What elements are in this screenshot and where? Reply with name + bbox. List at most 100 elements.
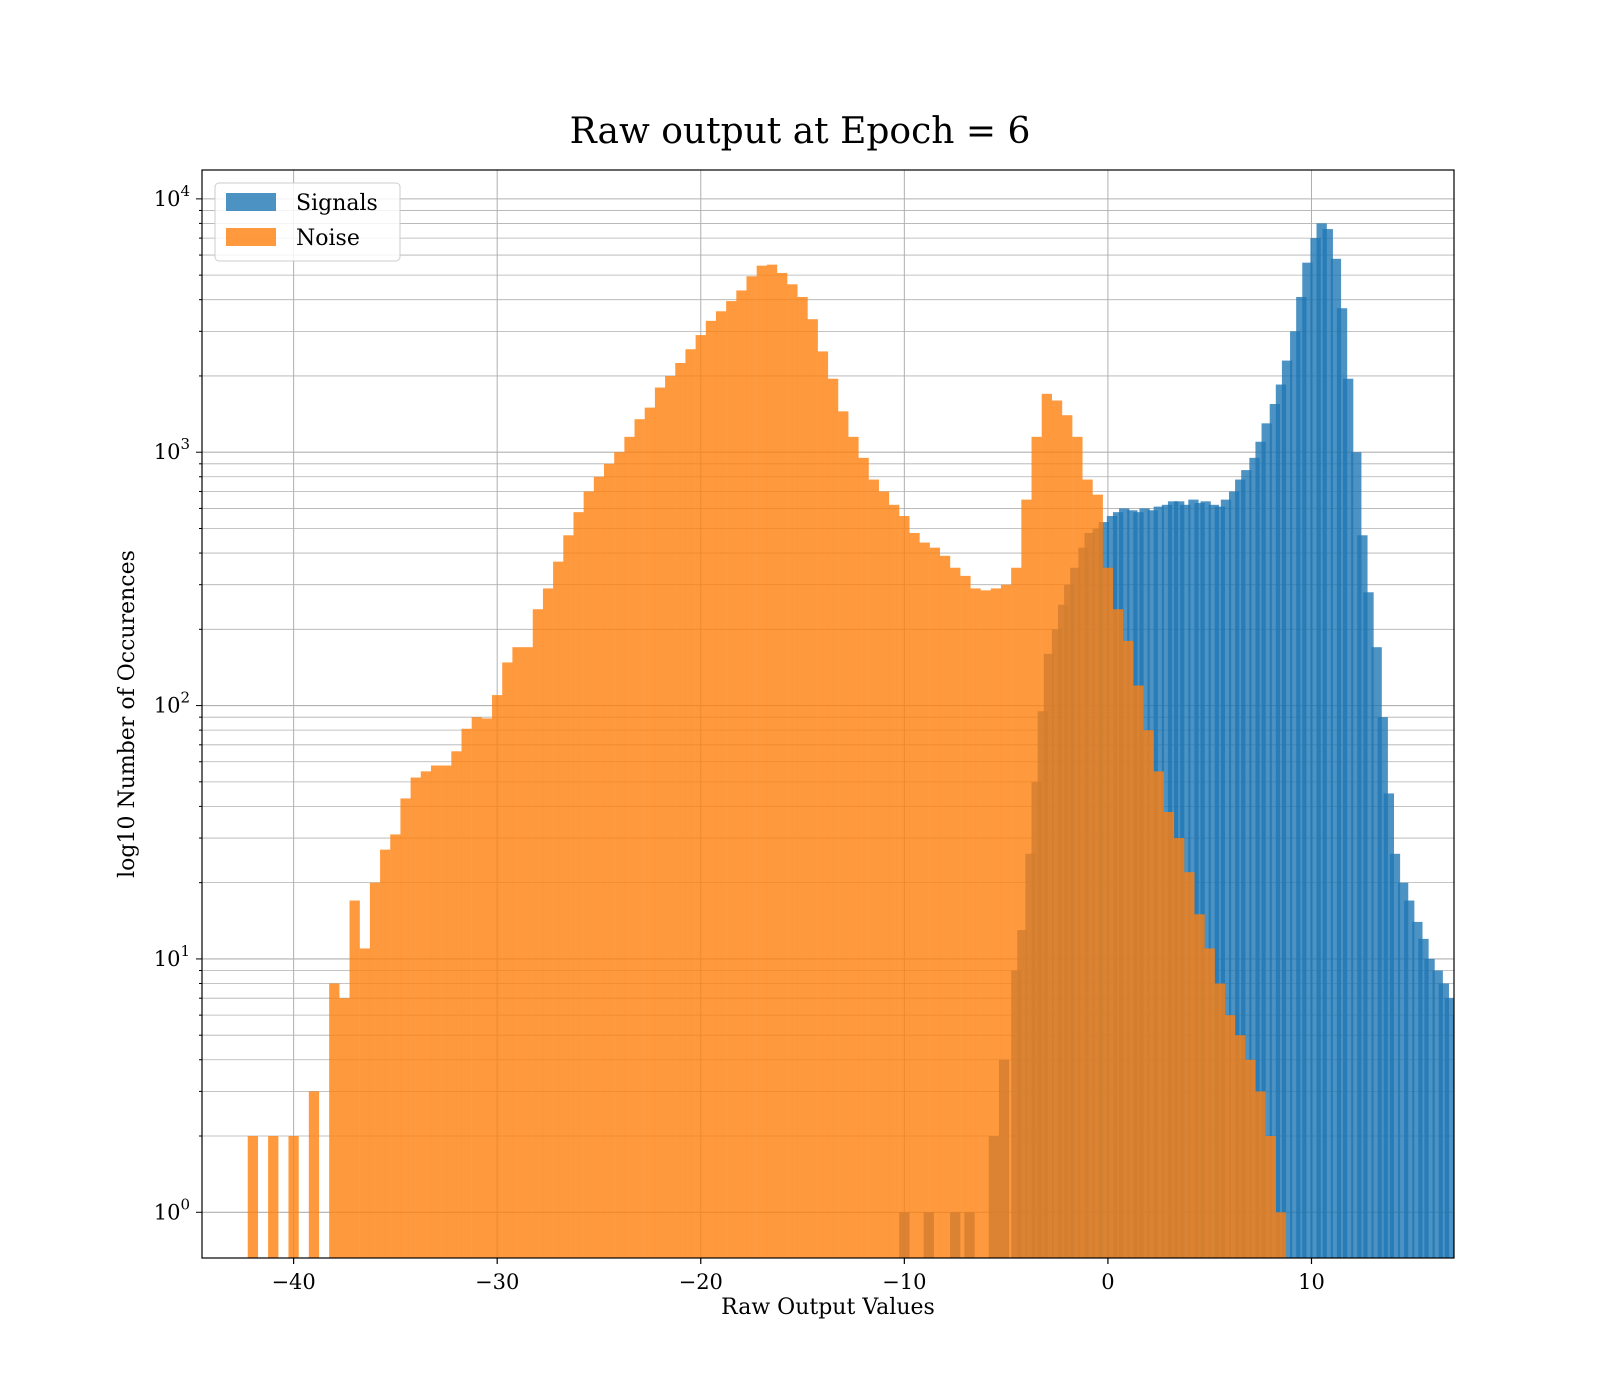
legend-swatch-noise [226, 228, 276, 246]
bar-signals [1255, 441, 1266, 1258]
x-tick-label: 0 [1101, 1270, 1114, 1294]
bar-noise [1133, 685, 1144, 1258]
bar-signals [1296, 296, 1307, 1259]
bar-noise [390, 834, 401, 1258]
bar-noise [909, 532, 920, 1258]
bar-signals [1281, 360, 1293, 1258]
bar-noise [1163, 812, 1175, 1258]
bar-noise [461, 728, 472, 1258]
bar-noise [268, 1136, 279, 1258]
bar-noise [1082, 479, 1093, 1258]
bar-noise [1031, 436, 1042, 1259]
bar-signals [1249, 457, 1260, 1258]
bar-noise [756, 265, 767, 1258]
bar-signals [1412, 921, 1423, 1258]
plot-frame [201, 169, 1455, 1259]
legend-label-noise: Noise [296, 226, 360, 251]
series-noise [247, 264, 1287, 1259]
bar-noise [1174, 838, 1185, 1258]
bar-signals [1377, 717, 1388, 1258]
bar-signals [1235, 479, 1246, 1258]
bar-noise [1000, 584, 1012, 1258]
bar-noise [848, 436, 859, 1259]
x-axis-ticks: −40 −30 −20 −10 0 10 [271, 1258, 1325, 1294]
bar-noise [634, 419, 645, 1258]
bar-signals [1363, 592, 1374, 1258]
bar-noise [1021, 499, 1032, 1259]
bar-noise [787, 284, 798, 1258]
y-tick-label: 100 [154, 1195, 190, 1224]
bar-noise [400, 798, 411, 1258]
x-tick-label: −40 [271, 1270, 315, 1294]
bar-signals [1424, 958, 1435, 1258]
bar-signals [1397, 882, 1409, 1258]
bar-noise [471, 717, 482, 1258]
bar-noise [593, 476, 605, 1258]
bar-signals [1316, 223, 1327, 1258]
bar-noise [420, 771, 432, 1258]
bar-noise [410, 777, 421, 1258]
bar-noise [950, 567, 961, 1258]
y-axis-label: log10 Number of Occurences [115, 550, 140, 878]
bar-signals [1432, 970, 1443, 1258]
bar-signals [1371, 647, 1382, 1258]
bar-noise [553, 561, 564, 1258]
bar-noise [980, 590, 991, 1258]
bar-noise [960, 575, 971, 1258]
bar-noise [766, 264, 778, 1259]
bar-noise [726, 301, 737, 1258]
bar-noise [1112, 609, 1124, 1258]
bar-noise [746, 276, 757, 1258]
bar-noise [359, 948, 371, 1258]
bar-noise [329, 983, 340, 1258]
bar-signals [1389, 853, 1401, 1258]
y-tick-label: 103 [154, 435, 190, 464]
bar-signals [1351, 452, 1362, 1258]
bar-noise [1011, 567, 1022, 1258]
bar-signals [1228, 491, 1240, 1258]
bar-signals [1194, 503, 1205, 1259]
bar-noise [563, 535, 574, 1258]
bar-noise [929, 547, 941, 1258]
bar-noise [573, 512, 584, 1258]
x-tick-label: −20 [679, 1270, 723, 1294]
bar-noise [817, 351, 829, 1259]
bar-noise [827, 378, 839, 1258]
bar-noise [1265, 1136, 1276, 1258]
bar-noise [624, 436, 635, 1259]
bar-noise [705, 320, 717, 1258]
x-tick-label: −30 [475, 1270, 519, 1294]
bar-signals [1269, 404, 1281, 1258]
bar-signals [1290, 331, 1301, 1258]
legend-swatch-signals [226, 193, 276, 211]
bar-noise [838, 411, 849, 1259]
bar-noise [522, 647, 533, 1258]
bar-signals [1208, 504, 1219, 1258]
chart-title: Raw output at Epoch = 6 [570, 111, 1031, 152]
bar-noise [868, 479, 879, 1258]
bar-noise [288, 1136, 299, 1258]
bar-signals [1261, 423, 1272, 1258]
bar-noise [1123, 640, 1134, 1258]
y-tick-label: 104 [154, 182, 190, 211]
bar-signals [1357, 535, 1368, 1258]
y-tick-label: 101 [154, 942, 190, 971]
bar-noise [970, 588, 981, 1258]
bar-noise [308, 1091, 320, 1258]
bar-noise [1143, 730, 1154, 1258]
bar-noise [1051, 400, 1063, 1258]
bar-signals [1310, 238, 1321, 1259]
bar-noise [1062, 415, 1073, 1258]
bar-noise [654, 387, 666, 1259]
bar-noise [878, 491, 890, 1258]
bar-noise [1194, 914, 1205, 1258]
bar-noise [1184, 872, 1195, 1258]
bar-signals [1404, 900, 1415, 1258]
bar-noise [665, 375, 676, 1258]
y-axis-ticks: 100 101 102 103 104 [154, 182, 202, 1224]
bars [247, 223, 1454, 1259]
bar-noise [1041, 393, 1052, 1258]
bar-signals [1418, 938, 1429, 1258]
bar-noise [797, 296, 808, 1259]
